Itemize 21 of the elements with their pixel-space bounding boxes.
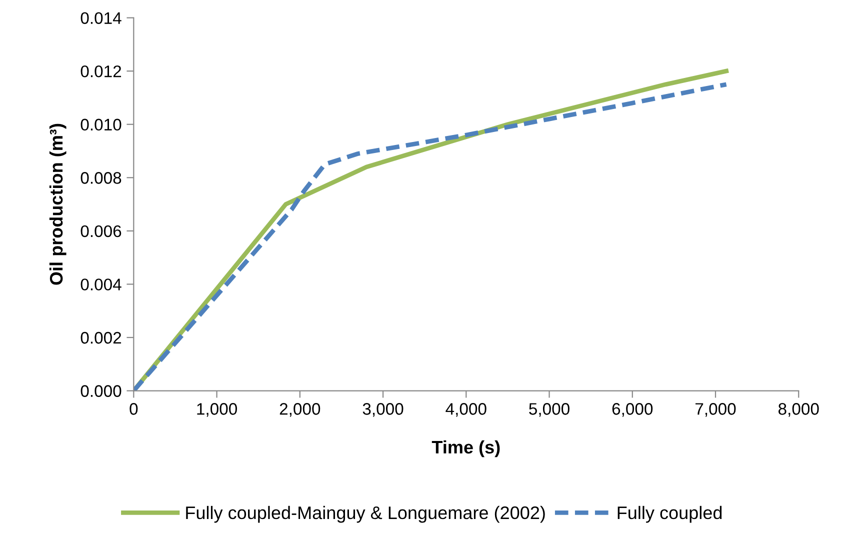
x-tick-label: 0: [130, 403, 138, 415]
x-tick-label: 8,000: [778, 403, 819, 417]
y-tick-label: 0.008: [80, 172, 122, 184]
y-tick-label: 0.012: [80, 65, 122, 78]
x-tick-label: 1,000: [197, 403, 237, 417]
y-tick-label: 0.004: [80, 278, 122, 290]
x-axis-title: Time (s): [432, 440, 500, 458]
x-tick-label: 5,000: [529, 403, 570, 417]
x-tick-label: 2,000: [280, 403, 320, 417]
y-tick-label: 0.006: [80, 225, 122, 238]
y-axis-title: Oil production (m³): [49, 124, 66, 285]
y-tick-label: 0.010: [80, 118, 122, 131]
x-tick-label: 7,000: [696, 403, 736, 417]
y-tick-label: 0.000: [80, 385, 122, 397]
y-tick-label: 0.014: [80, 12, 122, 24]
legend-label: Fully coupled: [618, 506, 722, 523]
x-tick-label: 3,000: [362, 403, 404, 417]
x-tick-label: 4,000: [446, 403, 486, 417]
legend-label: Fully coupled-Mainguy & Longuemare (2002): [186, 506, 545, 523]
x-tick-label: 6,000: [612, 403, 653, 417]
y-tick-label: 0.002: [80, 332, 122, 344]
